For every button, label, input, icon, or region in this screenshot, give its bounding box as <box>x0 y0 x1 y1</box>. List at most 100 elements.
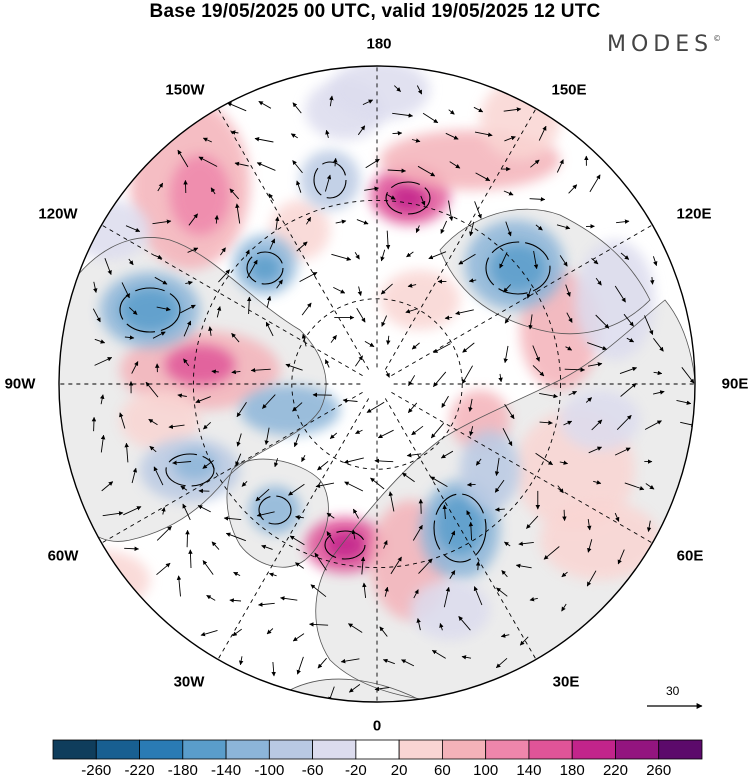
wind-vector <box>515 563 532 569</box>
wind-vector <box>119 412 126 429</box>
wind-vector <box>430 476 448 487</box>
wind-vector <box>211 541 220 550</box>
wind-vector <box>411 425 424 436</box>
wind-vector <box>125 225 141 233</box>
wind-vector <box>296 241 308 252</box>
wind-vector <box>214 214 219 224</box>
colorbar-tick-label: 260 <box>646 762 672 779</box>
wind-vector <box>326 512 335 519</box>
wind-vector <box>266 628 274 635</box>
wind-vector <box>494 457 500 476</box>
wind-vector <box>461 655 472 660</box>
wind-vector <box>225 532 246 542</box>
wind-vector <box>156 525 172 541</box>
colorbar-tick-label: -220 <box>124 762 155 779</box>
wind-vector <box>342 398 358 403</box>
wind-vector <box>183 358 190 367</box>
wind-vector <box>518 541 534 546</box>
scale-vector-label: 30 <box>666 684 680 698</box>
wind-vector <box>218 269 231 283</box>
wind-vector <box>645 483 655 490</box>
wind-vector <box>340 658 360 664</box>
wind-vector <box>203 421 212 430</box>
colorbar-swatch <box>398 739 443 760</box>
wind-vector <box>448 200 454 222</box>
wind-vector <box>528 314 533 330</box>
colorbar-swatch <box>268 739 313 760</box>
wind-vector <box>296 180 302 193</box>
wind-vector <box>188 549 193 569</box>
wind-vector <box>448 109 455 115</box>
wind-vector <box>292 102 302 114</box>
wind-vector <box>529 597 538 602</box>
wind-vector <box>254 137 274 143</box>
wind-vector <box>245 249 250 257</box>
wind-vector <box>440 220 448 234</box>
wind-vector <box>292 633 305 642</box>
wind-vector <box>392 131 403 136</box>
colorbar-swatch <box>52 739 97 760</box>
wind-vector <box>293 433 300 448</box>
wind-vector <box>365 158 380 169</box>
wind-vector <box>422 112 439 124</box>
wind-vector <box>586 519 592 531</box>
wind-vectors <box>91 85 695 702</box>
colorbar-swatch <box>441 739 487 760</box>
wind-vector <box>94 338 106 344</box>
wind-vector <box>256 162 276 171</box>
wind-vector <box>100 434 106 453</box>
wind-vector <box>355 429 363 435</box>
wind-vector <box>401 472 415 483</box>
wind-vector <box>461 365 473 384</box>
wind-vector <box>384 586 389 597</box>
wind-vector <box>501 570 508 578</box>
wind-vector <box>449 161 461 169</box>
wind-vector <box>230 130 239 135</box>
wind-vector <box>385 230 391 250</box>
wind-vector <box>455 309 474 316</box>
wind-vector <box>411 342 420 350</box>
wind-vector <box>296 656 304 675</box>
wind-vector <box>131 467 138 484</box>
wind-vector <box>591 419 603 431</box>
anomaly-blob <box>575 240 655 360</box>
longitude-label-150e: 150E <box>551 81 587 99</box>
wind-vector <box>385 370 390 378</box>
wind-vector <box>250 367 271 373</box>
wind-vector <box>370 477 385 490</box>
circulation-contour <box>485 241 551 295</box>
wind-vector <box>231 332 240 343</box>
wind-vector <box>448 530 456 545</box>
wind-vector <box>561 571 568 578</box>
wind-vector <box>157 182 164 192</box>
wind-vector <box>496 587 508 597</box>
wind-vector <box>653 338 664 352</box>
wind-vector <box>317 461 329 471</box>
wind-vector <box>543 546 560 560</box>
wind-vector <box>271 661 276 677</box>
wind-vector <box>587 342 608 351</box>
wind-vector <box>468 398 473 412</box>
anomaly-blob <box>120 288 180 332</box>
colorbar <box>52 739 703 760</box>
height-contours <box>119 161 551 563</box>
colorbar-tick-label: -20 <box>345 762 367 779</box>
wind-vector <box>568 184 578 194</box>
wind-vector <box>280 596 298 601</box>
wind-vector <box>226 102 247 112</box>
wind-vector <box>309 622 329 627</box>
wind-vector <box>292 160 303 174</box>
wind-vector <box>591 258 599 265</box>
wind-vector <box>529 197 546 202</box>
wind-vector <box>539 420 553 426</box>
circulation-contour <box>324 530 366 560</box>
wind-vector <box>355 355 363 367</box>
anomaly-shading <box>59 66 660 640</box>
wind-vector <box>92 308 101 323</box>
wind-vector <box>261 544 273 550</box>
wind-vector <box>620 252 630 260</box>
wind-vector <box>474 201 482 219</box>
wind-vector <box>208 326 213 336</box>
wind-vector <box>187 247 199 253</box>
